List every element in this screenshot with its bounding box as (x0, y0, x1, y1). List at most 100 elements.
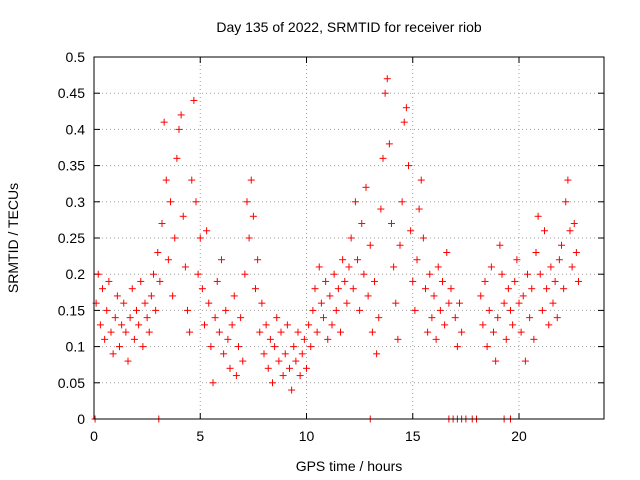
data-point (409, 277, 417, 285)
data-point (184, 306, 191, 314)
data-point (303, 364, 310, 372)
data-point (264, 364, 272, 372)
data-point (526, 314, 534, 322)
data-point (118, 321, 126, 329)
data-point (532, 248, 540, 256)
data-point (162, 176, 170, 184)
data-point (139, 343, 147, 351)
data-point (413, 256, 421, 264)
data-point (511, 277, 519, 285)
data-point (226, 364, 234, 372)
data-point (211, 314, 219, 322)
data-point (513, 256, 521, 264)
data-point (141, 299, 149, 307)
data-point (207, 343, 215, 351)
data-point (147, 292, 155, 300)
data-point (364, 292, 372, 300)
data-point (179, 212, 187, 220)
y-tick-label: 0.05 (58, 375, 85, 391)
data-point (186, 328, 194, 336)
data-point (334, 285, 342, 293)
data-point (220, 350, 228, 358)
plot-frame (93, 56, 605, 420)
data-point (524, 270, 531, 278)
data-point (154, 248, 162, 256)
data-point (447, 285, 455, 293)
data-point (490, 328, 497, 336)
data-point (392, 299, 400, 307)
data-point (417, 176, 425, 184)
data-point (381, 89, 389, 97)
data-point (143, 314, 151, 322)
data-point (534, 212, 542, 220)
data-point (515, 299, 523, 307)
data-point (120, 299, 128, 307)
data-point (96, 321, 104, 329)
data-point (521, 357, 529, 365)
data-point (105, 277, 113, 285)
data-point (371, 277, 378, 285)
data-point (383, 75, 391, 83)
data-point (566, 227, 574, 235)
data-point (326, 292, 334, 300)
data-point (575, 277, 582, 285)
y-tick-label: 0.5 (66, 49, 86, 65)
data-point (254, 256, 262, 264)
data-point (203, 227, 211, 235)
data-point (498, 270, 506, 278)
data-point (379, 154, 387, 162)
data-point (169, 292, 177, 300)
data-point (275, 357, 283, 365)
data-point (215, 328, 223, 336)
data-point (103, 306, 111, 314)
data-point (260, 350, 268, 358)
data-point (328, 321, 336, 329)
data-point (356, 306, 364, 314)
data-point (536, 270, 544, 278)
data-point (322, 277, 330, 285)
data-point (300, 335, 308, 343)
data-point (109, 350, 117, 358)
data-point (152, 306, 160, 314)
data-point (222, 306, 230, 314)
data-point (181, 263, 189, 271)
data-point (337, 328, 344, 336)
data-point (502, 335, 510, 343)
data-point (294, 328, 302, 336)
data-point (424, 328, 432, 336)
data-point (235, 343, 242, 351)
data-point (436, 306, 444, 314)
data-point (458, 328, 466, 336)
data-point (245, 234, 253, 242)
data-point (453, 343, 461, 351)
data-points (91, 75, 582, 423)
data-point (428, 314, 436, 322)
data-point (562, 198, 570, 206)
data-point (113, 292, 121, 300)
data-point (247, 176, 255, 184)
data-point (388, 220, 395, 228)
x-tick-label: 15 (405, 428, 421, 444)
data-point (128, 285, 136, 293)
data-point (330, 270, 338, 278)
data-point (366, 241, 374, 249)
data-point (230, 292, 238, 300)
data-point (290, 343, 298, 351)
data-point (407, 227, 415, 235)
data-point (494, 314, 502, 322)
data-point (507, 306, 514, 314)
data-point (196, 234, 204, 242)
data-point (390, 263, 398, 271)
data-point (177, 111, 185, 119)
data-point (481, 277, 489, 285)
data-point (354, 256, 361, 264)
data-point (451, 314, 459, 322)
data-point (188, 176, 196, 184)
data-point (339, 256, 347, 264)
data-point (368, 328, 376, 336)
data-point (560, 285, 568, 293)
data-point (351, 198, 359, 206)
y-tick-label: 0.15 (58, 302, 85, 318)
data-point (396, 241, 404, 249)
data-point (315, 263, 323, 271)
